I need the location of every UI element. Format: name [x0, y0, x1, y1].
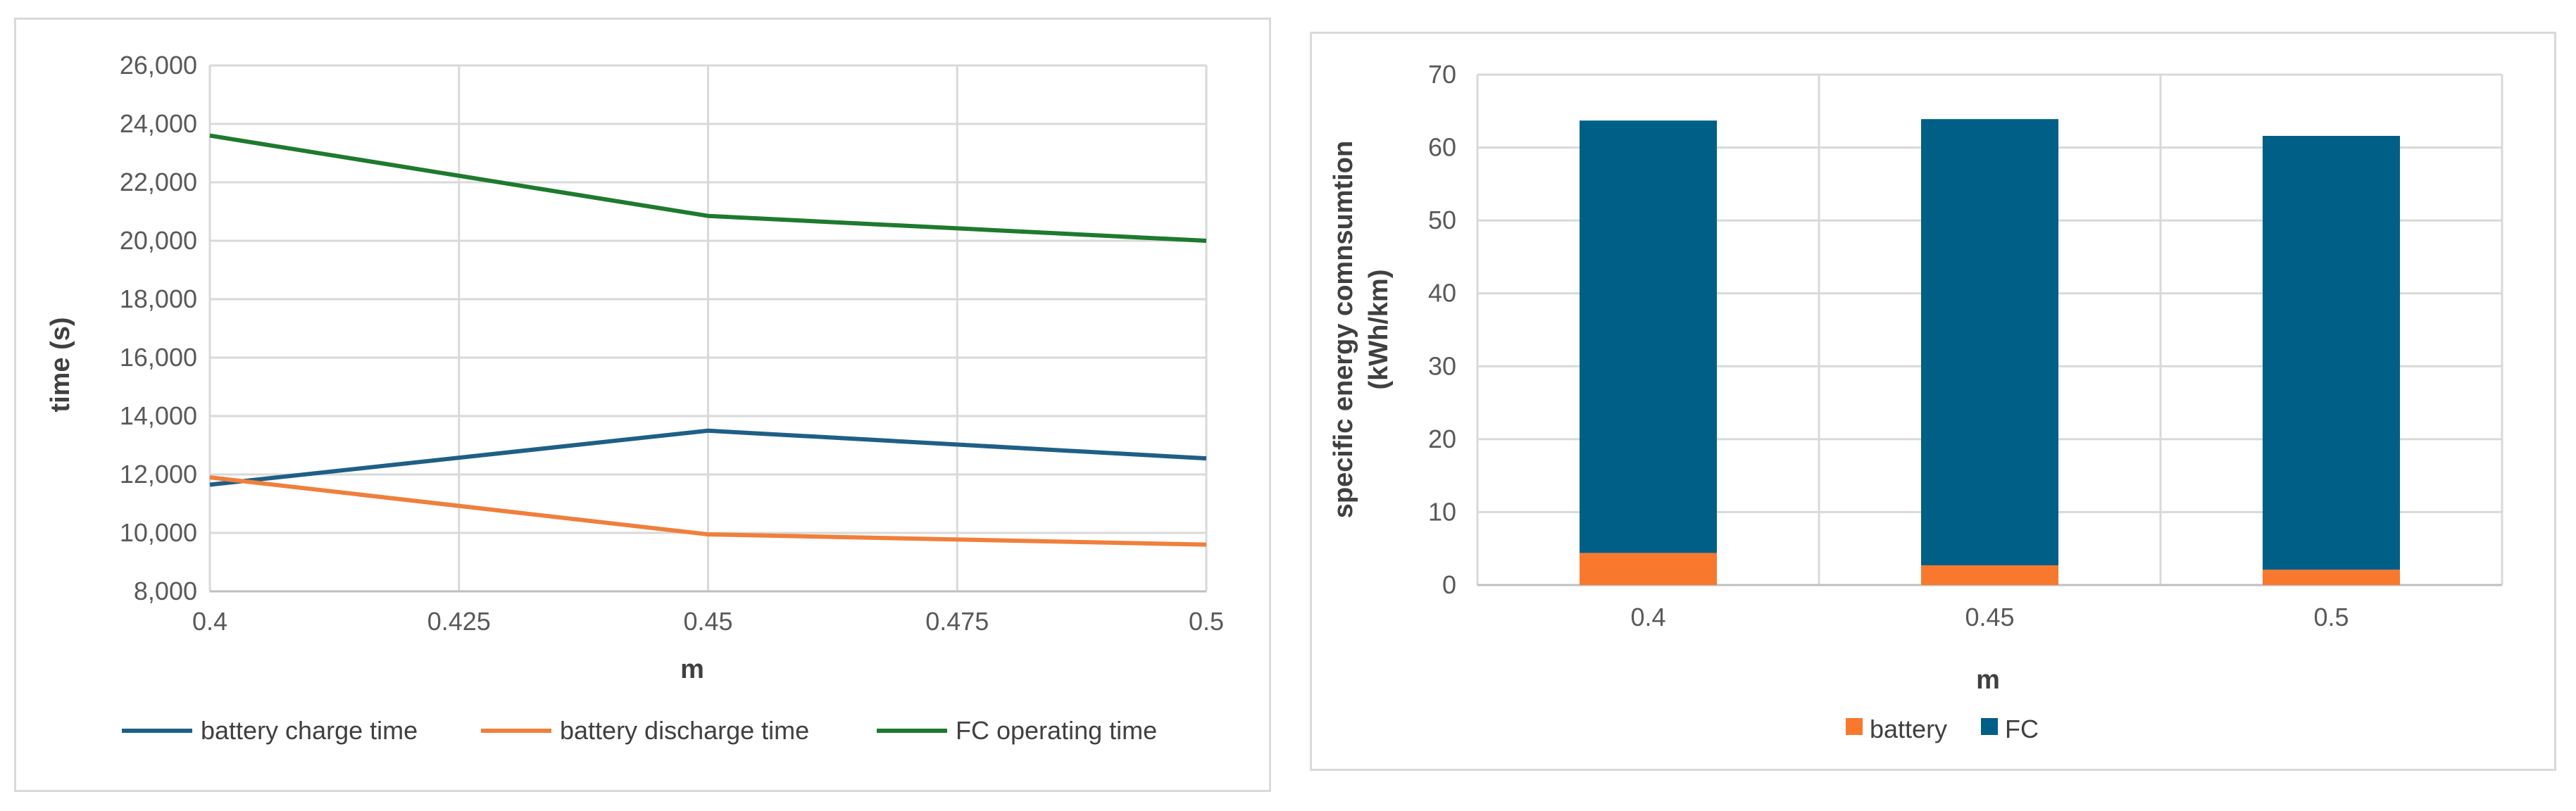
x-tick-label: 0.5	[1189, 607, 1224, 636]
y-tick-label: 20,000	[120, 226, 197, 255]
legend-label: battery	[1870, 715, 1947, 743]
x-tick-label: 0.45	[683, 607, 732, 636]
y-tick-label: 0	[1442, 570, 1456, 599]
x-tick-label: 0.5	[2313, 603, 2349, 631]
legend-label: battery charge time	[201, 716, 418, 745]
bar-segment-battery	[1921, 565, 2058, 585]
x-axis-label: m	[1976, 665, 2000, 695]
y-tick-label: 14,000	[120, 401, 197, 430]
series-line	[209, 475, 1207, 547]
y-tick-label: 26,000	[120, 51, 197, 80]
legend-swatch	[1846, 718, 1863, 735]
bar-segment-battery	[2263, 570, 2400, 585]
x-tick-label: 0.4	[192, 607, 227, 636]
y-tick-label: 60	[1428, 133, 1456, 162]
x-tick-label: 0.425	[427, 607, 491, 636]
series-line	[209, 133, 1207, 243]
legend-label: FC	[2005, 715, 2039, 743]
legend-swatch	[1981, 718, 1998, 735]
x-tick-label: 0.45	[1965, 603, 2014, 631]
y-tick-label: 10,000	[120, 518, 197, 547]
y-tick-label: 12,000	[120, 460, 197, 489]
y-axis-label-line-2: (kWh/km)	[1364, 270, 1394, 390]
x-tick-label: 0.475	[925, 607, 989, 636]
line-chart-panel: 8,000 10,000 12,000 14,000 16,000 18,000 20,00…	[14, 18, 1271, 792]
y-tick-label: 18,000	[120, 284, 197, 313]
y-tick-label: 40	[1428, 279, 1456, 308]
y-tick-label: 10	[1428, 497, 1456, 526]
y-axis-label-line-1: specific energy comnsumtion	[1329, 141, 1358, 518]
y-tick-label: 50	[1428, 206, 1456, 234]
bar-segment-fc	[1580, 120, 1717, 553]
x-axis-label: m	[680, 655, 704, 684]
bar-segment-battery	[1580, 553, 1717, 585]
legend-label: FC operating time	[956, 716, 1157, 745]
bar-segment-fc	[2263, 136, 2400, 570]
bar-chart-panel: 0 10 20 30 40 50 60 70 0.4 0.45 0.5 specific ener…	[1310, 32, 2556, 771]
y-tick-label: 30	[1428, 351, 1456, 380]
x-tick-label: 0.4	[1630, 603, 1665, 631]
line-chart: 8,000 10,000 12,000 14,000 16,000 18,000 20,00…	[46, 51, 1224, 745]
series-line	[209, 428, 1207, 487]
y-tick-label: 22,000	[120, 168, 197, 196]
y-axis-label: time (s)	[46, 317, 75, 412]
y-tick-label: 24,000	[120, 109, 197, 138]
y-tick-label: 8,000	[134, 577, 197, 605]
legend-label: battery discharge time	[560, 716, 809, 745]
bar-segment-fc	[1921, 119, 2058, 566]
stacked-bar-chart: 0 10 20 30 40 50 60 70 0.4 0.45 0.5 specific ener…	[1329, 60, 2503, 743]
y-tick-label: 16,000	[120, 343, 197, 372]
y-tick-label: 20	[1428, 425, 1456, 453]
y-tick-label: 70	[1428, 60, 1456, 89]
